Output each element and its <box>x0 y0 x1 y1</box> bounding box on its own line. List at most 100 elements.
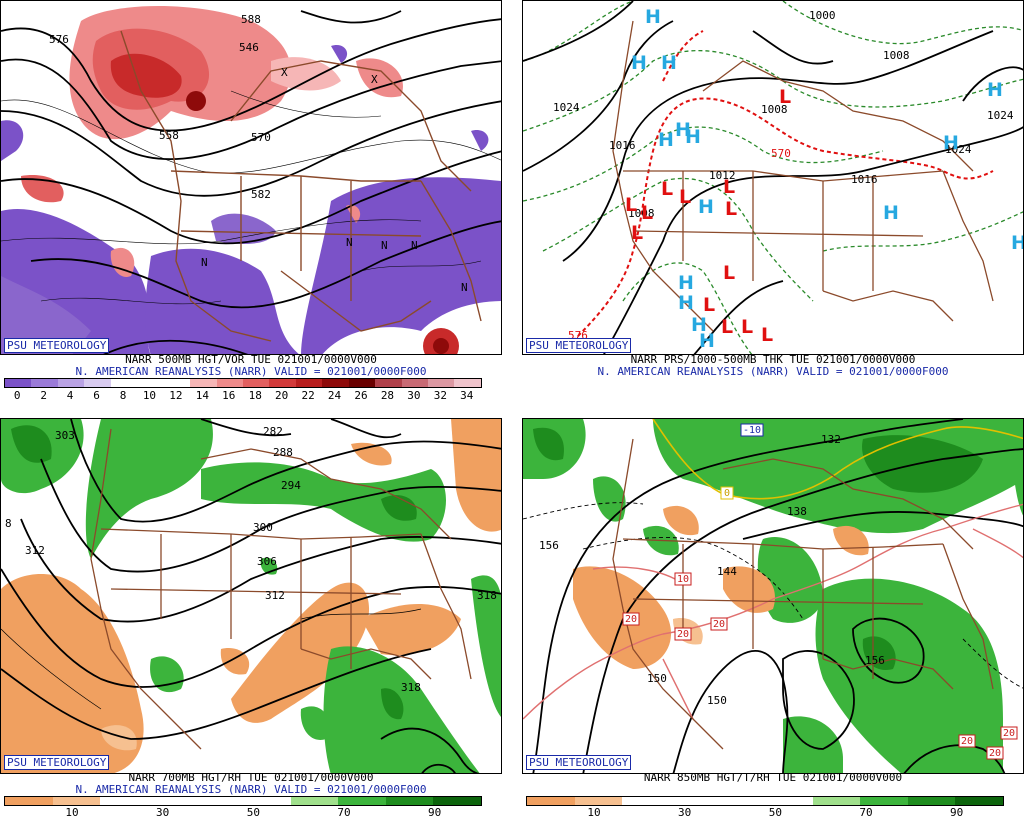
height-label: 300 <box>253 521 273 534</box>
colorbar-segment <box>860 797 908 805</box>
isotherm-label: 20 <box>677 629 689 640</box>
colorbar-segment <box>669 797 718 805</box>
low-pressure-symbol: L <box>721 316 733 338</box>
isobar-label: 1016 <box>851 173 878 186</box>
colorbar-tick-label: 6 <box>93 389 100 402</box>
panel-pressure-thickness: 1024 1016 1008 1008 1016 1024 1012 1008 … <box>522 0 1024 405</box>
high-pressure-symbol: H <box>678 292 694 314</box>
height-label: 8 <box>5 517 12 530</box>
colorbar-segment <box>195 797 243 805</box>
psu-logo: PSU METEOROLOGY <box>4 338 110 353</box>
psu-logo: PSU METEOROLOGY <box>526 338 632 353</box>
high-pressure-symbol: H <box>699 330 715 352</box>
contour-label: 558 <box>159 129 179 142</box>
colorbar-segment <box>190 379 217 387</box>
colorbar-segment <box>322 379 349 387</box>
colorbar-tick-label: 26 <box>354 389 368 402</box>
low-pressure-symbol: L <box>761 324 773 346</box>
colorbar-tick-label: 14 <box>195 389 209 402</box>
colorbar-segment <box>338 797 386 805</box>
high-pressure-symbol: H <box>645 6 661 28</box>
contour-label: 570 <box>251 131 271 144</box>
colorbar-segment <box>385 797 434 805</box>
colorbar-segment <box>163 379 191 387</box>
colorbar-tick-label: 22 <box>301 389 315 402</box>
colorbar-tick-label: 20 <box>275 389 289 402</box>
contour-label: 588 <box>241 13 261 26</box>
colorbar-segment <box>717 797 765 805</box>
height-label: 282 <box>263 425 283 438</box>
psu-logo: PSU METEOROLOGY <box>4 755 110 770</box>
colorbar-segment <box>764 797 813 805</box>
panel-500mb-vorticity: 576 570 558 582 546 588 X X N N N N N PS… <box>0 0 502 405</box>
colorbar-segment <box>433 797 481 805</box>
height-label: 138 <box>787 505 807 518</box>
isobar-label: 1008 <box>761 103 788 116</box>
caption-title: NARR 500MB HGT/VOR TUE 021001/0000V000 <box>125 353 377 366</box>
height-label: 318 <box>477 589 497 602</box>
isotherm-label: -10 <box>743 425 761 436</box>
colorbar-segment <box>110 379 138 387</box>
vort-center: N <box>411 239 418 252</box>
high-pressure-symbol: H <box>675 119 691 141</box>
caption-title: NARR 850MB HGT/T/RH TUE 021001/0000V000 <box>643 771 903 784</box>
high-pressure-symbol: H <box>943 132 959 154</box>
colorbar-segment <box>216 379 243 387</box>
isotherm-label: 0 <box>724 488 730 499</box>
colorbar-tick-label: 4 <box>66 389 74 402</box>
colorbar-segment <box>100 797 148 805</box>
colorbar-segment <box>375 379 402 387</box>
colorbar-segment <box>290 797 339 805</box>
isobar-label: 1000 <box>809 9 836 22</box>
isotherm-label: 10 <box>677 574 689 585</box>
low-pressure-symbol: L <box>679 186 691 208</box>
high-pressure-symbol: H <box>698 196 714 218</box>
colorbar-tick-label: 90 <box>428 806 442 819</box>
colorbar-segment <box>401 379 428 387</box>
colorbar-tick-label: 70 <box>337 806 351 819</box>
colorbar-segment <box>574 797 623 805</box>
colorbar-segment <box>428 379 455 387</box>
colorbar-tick-label: 16 <box>222 389 236 402</box>
colorbar-segment <box>295 379 323 387</box>
height-label: 312 <box>25 544 45 557</box>
colorbar-segment <box>5 797 53 805</box>
map-pressure-thickness: 1024 1016 1008 1008 1016 1024 1012 1008 … <box>522 0 1024 355</box>
high-pressure-symbol: H <box>658 129 674 151</box>
height-label: 294 <box>281 479 301 492</box>
map-850mb: 132 138 144 150 150 156 156 -10 0 10 20 … <box>522 418 1024 774</box>
colorbar-segment <box>527 797 575 805</box>
psu-logo: PSU METEOROLOGY <box>526 755 632 770</box>
high-pressure-symbol: H <box>691 314 707 336</box>
isobar-label: 1024 <box>553 101 580 114</box>
colorbar-segment <box>84 379 111 387</box>
colorbar-tick-label: 24 <box>327 389 342 402</box>
colorbar-tick-label: 10 <box>142 389 157 402</box>
height-label: 156 <box>865 654 885 667</box>
colorbar-tick-label: 70 <box>859 806 873 819</box>
colorbar-segment <box>242 797 291 805</box>
colorbar-segment <box>242 379 270 387</box>
contour-label: 546 <box>239 41 259 54</box>
colorbar-ticks: 0 2 4 6 8 10 12 14 16 18 20 22 24 26 28 30 32 34 <box>4 389 480 402</box>
high-pressure-symbol: H <box>678 272 694 294</box>
colorbar-segment <box>812 797 861 805</box>
caption-valid: N. AMERICAN REANALYSIS (NARR) VALID = 02… <box>75 783 427 796</box>
high-pressure-symbol: H <box>1011 232 1024 254</box>
height-label: 150 <box>647 672 667 685</box>
colorbar-segment <box>147 797 196 805</box>
low-pressure-symbol: L <box>779 86 791 108</box>
height-label: 303 <box>55 429 75 442</box>
high-pressure-symbol: H <box>661 52 677 74</box>
colorbar-tick-label: 50 <box>246 806 260 819</box>
colorbar-tick-label: 30 <box>407 389 421 402</box>
map-500mb: 576 570 558 582 546 588 X X N N N N N <box>0 0 502 355</box>
height-label: 318 <box>401 681 421 694</box>
colorbar-tick-label: 50 <box>768 806 782 819</box>
contour-label: 576 <box>49 33 69 46</box>
low-pressure-symbol: L <box>625 194 637 216</box>
low-pressure-symbol: L <box>641 202 653 224</box>
isobar-label: 1008 <box>883 49 910 62</box>
colorbar-tick-label: 8 <box>119 389 127 402</box>
height-label: 288 <box>273 446 293 459</box>
